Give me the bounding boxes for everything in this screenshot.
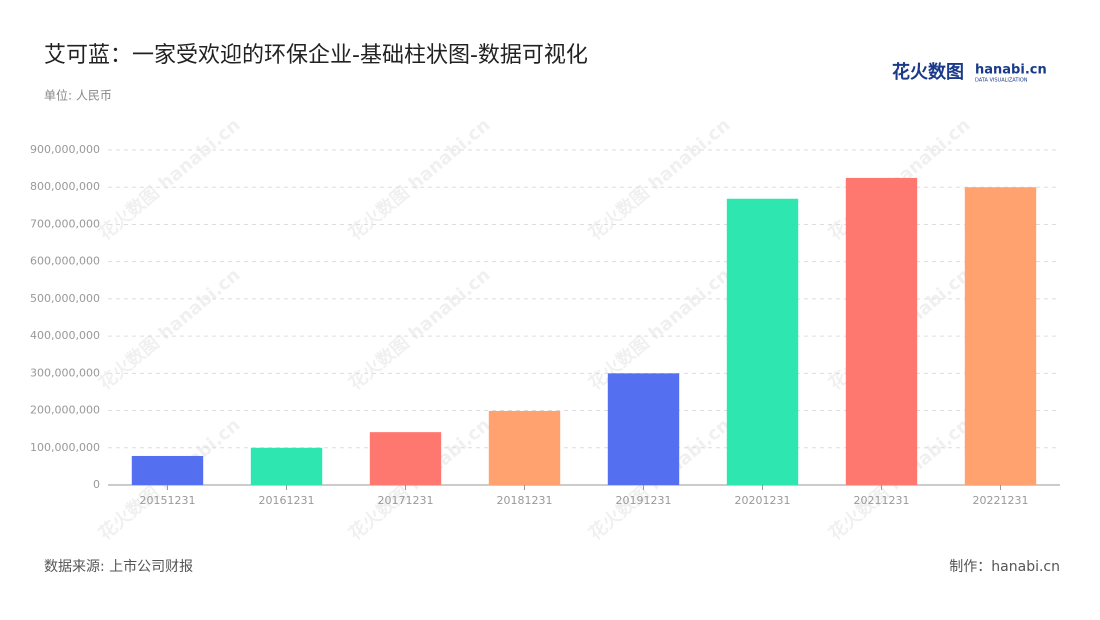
watermark: 花火数图 hanabi.cn (584, 114, 734, 245)
logo-tagline: DATA VISUALIZATION (975, 78, 1028, 84)
x-tick-label: 20211231 (854, 494, 910, 507)
bar (488, 410, 561, 485)
y-tick-label: 0 (93, 478, 100, 491)
bar (369, 432, 442, 485)
y-tick-label: 600,000,000 (30, 255, 100, 268)
credit: 制作：hanabi.cn (949, 559, 1060, 575)
logo: 花火数图 (892, 61, 964, 83)
x-tick-label: 20181231 (497, 494, 553, 507)
watermark: 花火数图 hanabi.cn (344, 264, 494, 395)
y-tick-label: 200,000,000 (30, 404, 100, 417)
y-tick-label: 900,000,000 (30, 143, 100, 156)
y-tick-label: 800,000,000 (30, 180, 100, 193)
bar (964, 187, 1037, 485)
x-tick-label: 20161231 (259, 494, 315, 507)
bar (845, 177, 918, 485)
x-tick-label: 20151231 (140, 494, 196, 507)
chart-title: 艾可蓝：一家受欢迎的环保企业-基础柱状图-数据可视化 (44, 43, 588, 68)
source: 数据来源: 上市公司财报 (44, 558, 193, 575)
x-tick-label: 20191231 (616, 494, 672, 507)
x-tick-label: 20221231 (973, 494, 1029, 507)
y-tick-label: 400,000,000 (30, 329, 100, 342)
bar (250, 447, 323, 485)
x-tick-label: 20171231 (378, 494, 434, 507)
logo-sub: hanabi.cn (975, 63, 1047, 78)
watermark: 花火数图 hanabi.cn (344, 114, 494, 245)
y-tick-label: 500,000,000 (30, 292, 100, 305)
bar (726, 198, 799, 485)
watermark: 花火数图 hanabi.cn (94, 264, 244, 395)
watermark: 花火数图 hanabi.cn (94, 114, 244, 245)
y-tick-label: 100,000,000 (30, 441, 100, 454)
y-tick-label: 700,000,000 (30, 217, 100, 230)
bar (607, 373, 680, 485)
unit-label: 单位: 人民币 (44, 88, 112, 103)
y-tick-label: 300,000,000 (30, 366, 100, 379)
x-tick-label: 20201231 (735, 494, 791, 507)
bar (131, 455, 204, 485)
